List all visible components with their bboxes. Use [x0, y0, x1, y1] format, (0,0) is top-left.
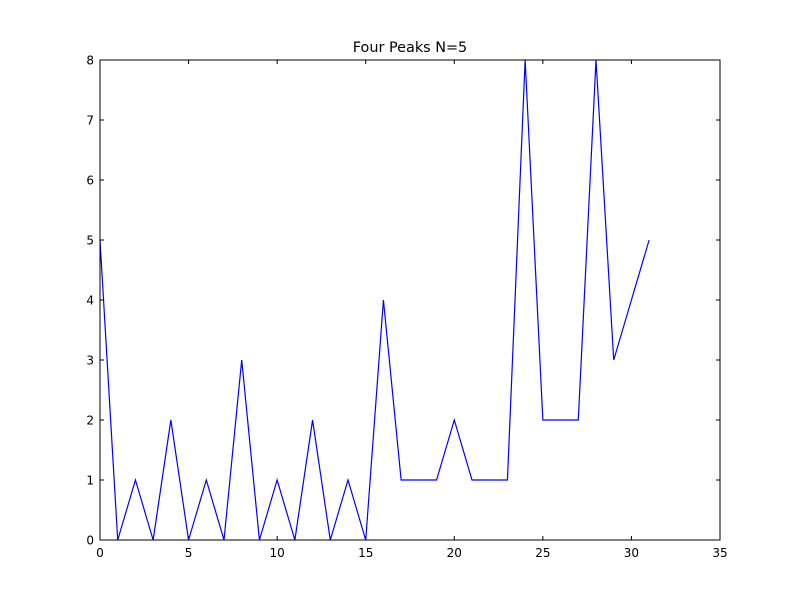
x-tick-label: 5 [185, 546, 193, 560]
x-axis: 0 5 10 15 20 25 30 35 [96, 60, 728, 560]
y-tick-label: 0 [86, 534, 94, 548]
y-tick-label: 8 [86, 54, 94, 68]
chart-title: Four Peaks N=5 [353, 40, 467, 56]
y-axis: 0 1 2 3 4 5 6 7 8 [86, 54, 720, 548]
y-tick-label: 6 [86, 174, 94, 188]
x-tick-label: 25 [535, 546, 550, 560]
y-tick-label: 1 [86, 474, 94, 488]
x-tick-label: 35 [712, 546, 727, 560]
x-tick-label: 10 [270, 546, 285, 560]
y-tick-label: 4 [86, 294, 94, 308]
x-tick-label: 15 [358, 546, 373, 560]
y-tick-label: 7 [86, 114, 94, 128]
series-line [99, 59, 650, 541]
y-tick-label: 2 [86, 414, 94, 428]
y-tick-label: 5 [86, 234, 94, 248]
x-tick-label: 0 [96, 546, 104, 560]
plot-frame [99, 59, 721, 541]
x-tick-label: 30 [624, 546, 639, 560]
x-tick-label: 20 [447, 546, 462, 560]
y-tick-label: 3 [86, 354, 94, 368]
series-layer [99, 59, 650, 541]
